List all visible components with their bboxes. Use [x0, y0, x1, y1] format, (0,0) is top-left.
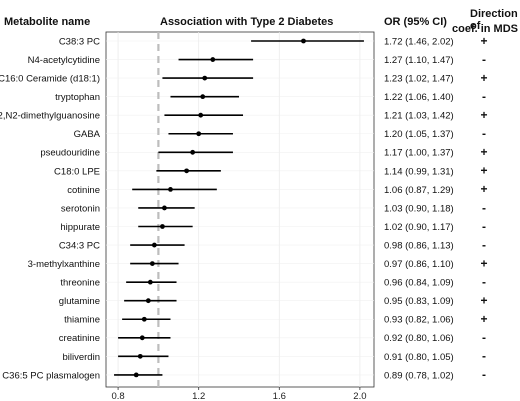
association-header: Association with Type 2 Diabetes: [160, 16, 334, 28]
plot-panel: [105, 31, 375, 388]
direction-sign-11: -: [482, 238, 486, 252]
or-value-0: 1.72 (1.46, 2.02): [384, 36, 454, 47]
or-point-15: [141, 316, 147, 322]
row-labels: C38:3 PC 1.72 (1.46, 2.02) + N4-acetylcytid…: [0, 34, 488, 382]
metabolite-label-7: C18:0 LPE: [54, 166, 100, 177]
or-point-0: [301, 38, 306, 44]
metabolite-label-13: threonine: [60, 278, 100, 289]
or-point-11: [151, 242, 157, 248]
metabolite-label-4: N2,N2-dimethylguanosine: [0, 111, 100, 122]
forest-marks: [114, 38, 364, 378]
or-header: OR (95% CI): [384, 16, 447, 28]
or-value-14: 0.95 (0.83, 1.09): [384, 296, 454, 307]
direction-sign-3: -: [482, 89, 486, 103]
or-value-2: 1.23 (1.02, 1.47): [384, 74, 454, 85]
direction-sign-14: +: [480, 294, 487, 308]
x-tick-label-1: 1.2: [192, 391, 205, 401]
or-value-16: 0.92 (0.80, 1.06): [384, 333, 454, 344]
or-value-9: 1.03 (0.90, 1.18): [384, 203, 454, 214]
metabolite-label-9: serotonin: [61, 203, 100, 214]
or-value-17: 0.91 (0.80, 1.05): [384, 352, 454, 363]
or-value-11: 0.98 (0.86, 1.13): [384, 240, 454, 251]
direction-sign-16: -: [482, 331, 486, 345]
metabolite-label-6: pseudouridine: [40, 148, 100, 159]
metabolite-label-0: C38:3 PC: [59, 36, 100, 47]
metabolite-label-17: biliverdin: [63, 352, 101, 363]
direction-sign-9: -: [482, 201, 486, 215]
direction-header-line1: Direction of: [470, 8, 518, 32]
or-point-14: [145, 298, 151, 304]
or-value-7: 1.14 (0.99, 1.31): [384, 166, 454, 177]
metabolite-label-10: hippurate: [60, 222, 100, 233]
metabolite-label-18: C36:5 PC plasmalogen: [2, 370, 100, 381]
direction-sign-6: +: [480, 145, 487, 159]
or-value-18: 0.89 (0.78, 1.02): [384, 370, 454, 381]
direction-sign-1: -: [482, 52, 486, 66]
direction-sign-8: +: [480, 182, 487, 196]
metabolite-label-14: glutamine: [59, 296, 100, 307]
or-point-8: [168, 187, 173, 192]
or-point-1: [210, 57, 216, 62]
x-axis-ticks: 0.8 1.2 1.6 2.0: [111, 387, 367, 401]
or-value-10: 1.02 (0.90, 1.17): [384, 222, 454, 233]
or-value-15: 0.93 (0.82, 1.06): [384, 315, 454, 326]
direction-sign-15: +: [480, 312, 487, 326]
metabolite-label-15: thiamine: [64, 315, 100, 326]
direction-sign-2: +: [480, 71, 487, 85]
metabolite-label-5: GABA: [74, 129, 101, 140]
or-point-6: [190, 149, 196, 155]
metabolite-label-16: creatinine: [59, 333, 100, 344]
or-value-5: 1.20 (1.05, 1.37): [384, 129, 454, 140]
or-value-13: 0.96 (0.84, 1.09): [384, 278, 454, 289]
or-point-5: [196, 131, 202, 137]
metabolite-label-11: C34:3 PC: [59, 240, 100, 251]
direction-sign-17: -: [482, 349, 486, 363]
or-value-12: 0.97 (0.86, 1.10): [384, 259, 454, 270]
metabolite-label-3: tryptophan: [55, 92, 100, 103]
or-value-8: 1.06 (0.87, 1.29): [384, 185, 454, 196]
x-tick-label-3: 2.0: [353, 391, 366, 401]
metabolite-label-1: N4-acetylcytidine: [28, 55, 100, 66]
x-tick-label-0: 0.8: [111, 391, 124, 401]
or-point-17: [137, 353, 143, 359]
or-value-1: 1.27 (1.10, 1.47): [384, 55, 454, 66]
or-point-12: [149, 261, 155, 266]
or-value-4: 1.21 (1.03, 1.42): [384, 111, 454, 122]
direction-sign-18: -: [482, 368, 486, 382]
or-point-16: [139, 335, 145, 341]
or-point-3: [200, 94, 206, 100]
direction-sign-10: -: [482, 219, 486, 233]
or-point-2: [202, 75, 208, 81]
or-point-10: [160, 224, 165, 229]
metabolite-label-2: C16:0 Ceramide (d18:1): [0, 74, 100, 85]
direction-sign-13: -: [482, 275, 486, 289]
or-point-13: [147, 279, 153, 285]
or-value-3: 1.22 (1.06, 1.40): [384, 92, 454, 103]
or-point-7: [184, 168, 190, 174]
direction-sign-7: +: [480, 164, 487, 178]
direction-sign-0: +: [480, 34, 487, 48]
or-value-6: 1.17 (1.00, 1.37): [384, 148, 454, 159]
direction-sign-4: +: [480, 108, 487, 122]
or-point-9: [162, 205, 167, 211]
direction-header-line2: coef. in MDS: [452, 23, 519, 35]
x-tick-label-2: 1.6: [273, 391, 286, 401]
direction-sign-5: -: [482, 127, 486, 141]
metabolite-header: Metabolite name: [4, 16, 91, 28]
or-point-4: [198, 112, 204, 118]
metabolite-label-8: cotinine: [67, 185, 100, 196]
metabolite-label-12: 3-methylxanthine: [28, 259, 100, 270]
or-point-18: [133, 372, 139, 378]
direction-sign-12: +: [480, 256, 487, 270]
